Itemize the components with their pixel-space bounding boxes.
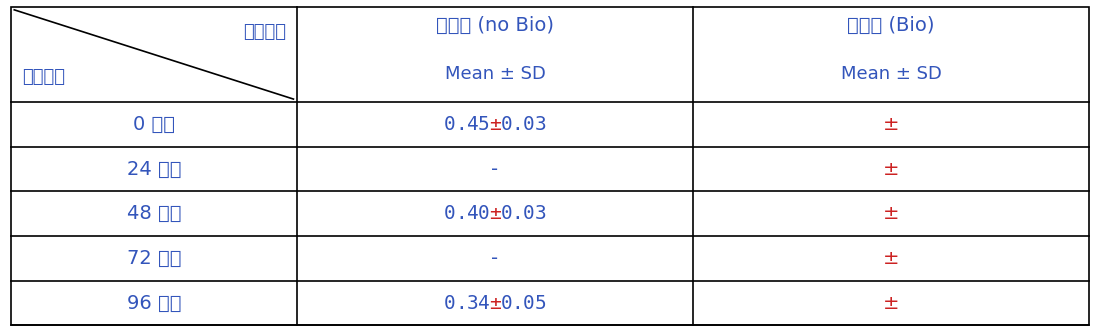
Text: Mean ± SD: Mean ± SD — [444, 64, 546, 83]
Text: 0: 0 — [444, 204, 455, 223]
Text: -: - — [492, 249, 498, 268]
Text: ±: ± — [490, 204, 500, 223]
Text: 96 시간: 96 시간 — [126, 293, 182, 312]
Text: 4: 4 — [477, 293, 490, 312]
Text: 0: 0 — [477, 204, 490, 223]
Text: 72 시간: 72 시간 — [126, 249, 182, 268]
Text: .: . — [512, 115, 524, 134]
Text: .: . — [455, 204, 466, 223]
Text: .: . — [512, 293, 524, 312]
Text: Mean ± SD: Mean ± SD — [840, 64, 942, 83]
Text: ±: ± — [490, 115, 500, 134]
Text: 0 시간: 0 시간 — [133, 115, 175, 134]
Text: .: . — [455, 293, 466, 312]
Text: 5: 5 — [477, 115, 490, 134]
Text: 0: 0 — [500, 293, 513, 312]
Text: 유수식 (Bio): 유수식 (Bio) — [847, 16, 935, 35]
Text: .: . — [512, 204, 524, 223]
Text: ±: ± — [883, 204, 900, 223]
Text: 0: 0 — [524, 115, 535, 134]
Text: 5: 5 — [535, 293, 547, 312]
Text: 4: 4 — [466, 204, 478, 223]
Text: ±: ± — [883, 160, 900, 179]
Text: ±: ± — [883, 249, 900, 268]
Text: -: - — [492, 160, 498, 179]
Text: ±: ± — [883, 293, 900, 312]
Text: 0: 0 — [444, 293, 455, 312]
Text: 0: 0 — [444, 115, 455, 134]
Text: 시험항목: 시험항목 — [243, 23, 286, 41]
Text: ±: ± — [490, 293, 500, 312]
Text: 24 시간: 24 시간 — [126, 160, 182, 179]
Text: 48 시간: 48 시간 — [126, 204, 182, 223]
Text: 지수식 (no Bio): 지수식 (no Bio) — [436, 16, 554, 35]
Text: 3: 3 — [535, 204, 547, 223]
Text: 3: 3 — [535, 115, 547, 134]
Text: .: . — [455, 115, 466, 134]
Text: 0: 0 — [500, 204, 513, 223]
Text: 경과시간: 경과시간 — [22, 68, 65, 86]
Text: 0: 0 — [500, 115, 513, 134]
Text: ±: ± — [883, 115, 900, 134]
Text: 0: 0 — [524, 204, 535, 223]
Text: 4: 4 — [466, 115, 478, 134]
Text: 0: 0 — [524, 293, 535, 312]
Text: 3: 3 — [466, 293, 478, 312]
